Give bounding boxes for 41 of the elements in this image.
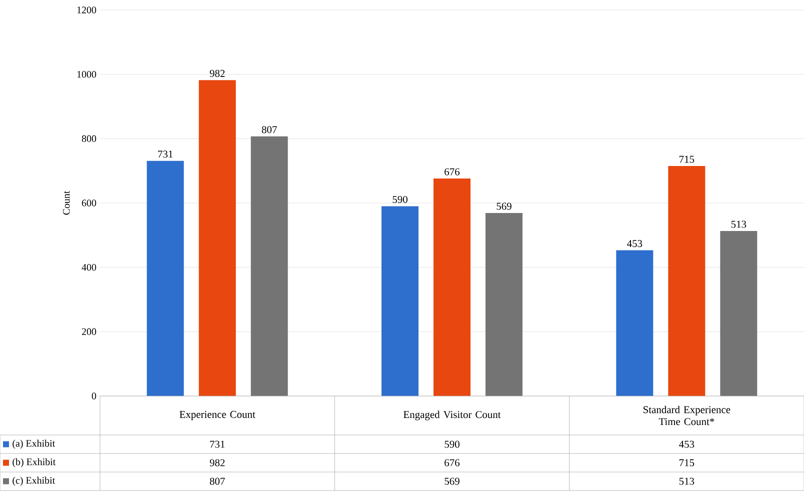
data-label: 807 <box>262 126 277 134</box>
bar <box>720 230 758 396</box>
bar <box>198 80 236 396</box>
data-label: 731 <box>158 150 173 158</box>
bar <box>668 166 706 396</box>
bar <box>250 136 288 396</box>
x-tick-label: Engaged Visitor Count <box>404 410 501 420</box>
bar <box>486 212 523 396</box>
y-axis-title: Count <box>63 190 70 215</box>
data-label: 715 <box>680 156 694 163</box>
bar <box>616 250 654 396</box>
text: 676 <box>444 459 460 466</box>
data-label: 453 <box>627 240 642 248</box>
bar <box>434 178 471 396</box>
y-tick-label: 1200 <box>77 6 96 14</box>
y-tick-label: 1000 <box>77 70 96 78</box>
text: 807 <box>210 478 225 485</box>
text: 453 <box>679 440 694 448</box>
y-tick-label: 400 <box>82 264 96 271</box>
y-tick-label: 800 <box>82 135 96 142</box>
y-tick-label: 200 <box>82 328 96 336</box>
text: 731 <box>210 440 225 448</box>
y-tick-label: 600 <box>82 200 96 206</box>
text: 982 <box>210 459 225 466</box>
data-label: 590 <box>392 196 408 204</box>
legend-label: (c) Exhibit <box>12 476 56 486</box>
x-tick-label: Standard Experience Time Count* <box>644 406 730 426</box>
text: 590 <box>444 440 460 448</box>
x-tick-label: Experience Count <box>180 410 256 420</box>
legend-label: (a) Exhibit <box>12 440 56 449</box>
text: 513 <box>679 478 694 485</box>
data-label: 676 <box>444 168 460 176</box>
y-tick-label: 0 <box>92 392 96 400</box>
data-label: 982 <box>210 70 225 77</box>
text: 569 <box>444 478 460 485</box>
data-label: 513 <box>731 220 746 228</box>
bar <box>382 206 419 396</box>
text: 715 <box>680 459 694 466</box>
legend-label: (b) Exhibit <box>12 458 56 468</box>
data-label: 569 <box>496 202 512 210</box>
bar <box>146 160 184 396</box>
